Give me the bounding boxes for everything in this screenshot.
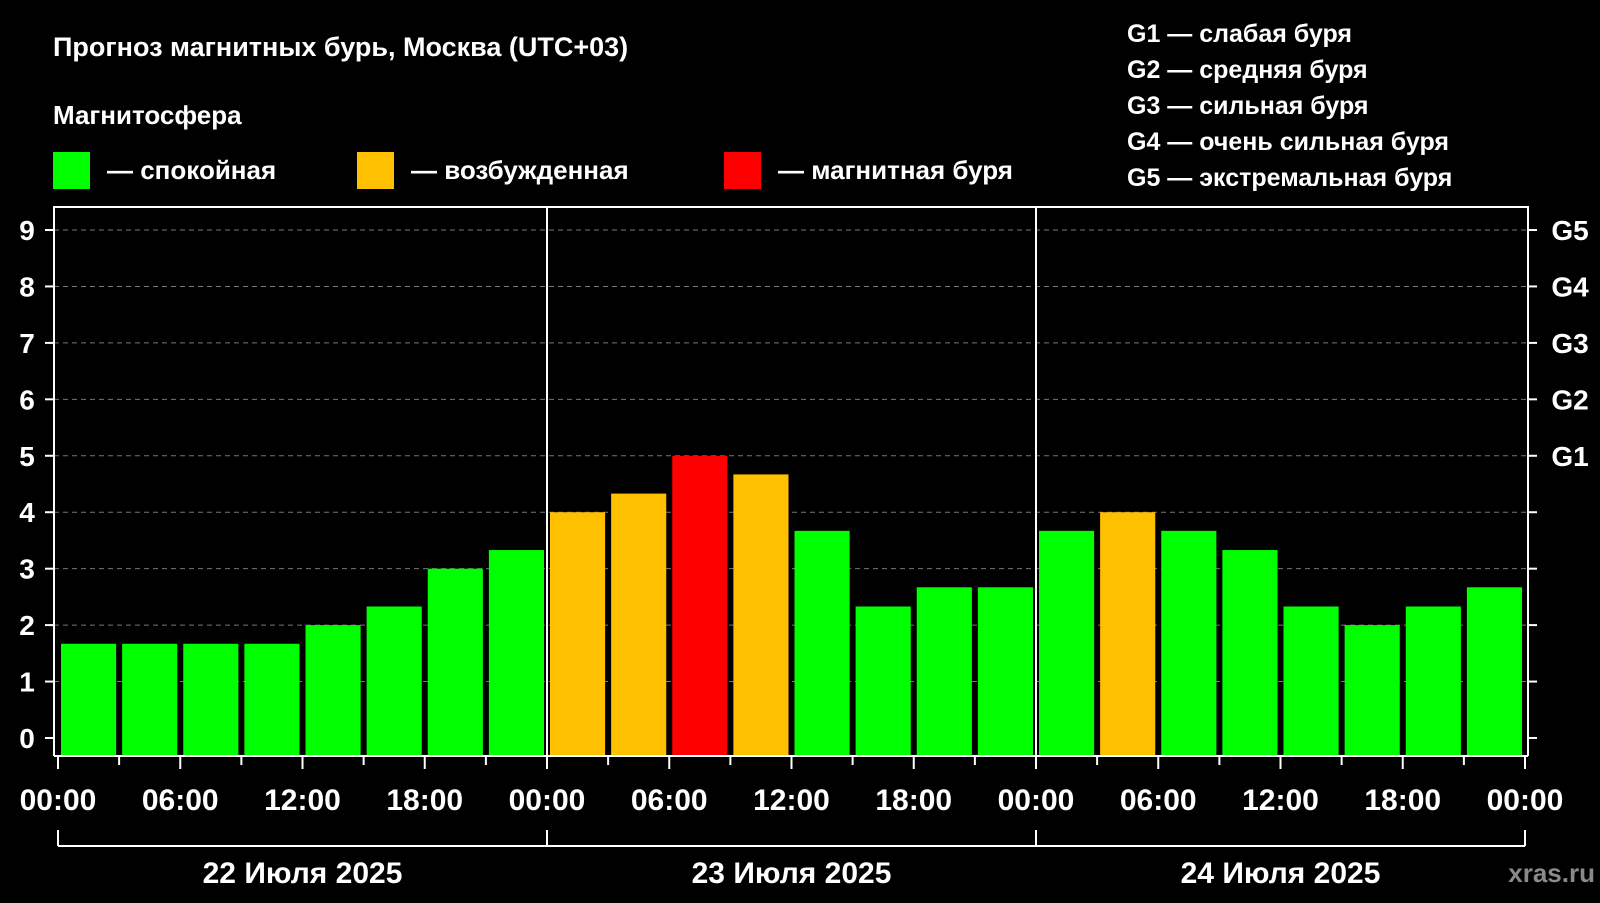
g-legend-item: G1 — слабая буря bbox=[1127, 20, 1352, 48]
g-legend-item: G3 — сильная буря bbox=[1127, 92, 1369, 120]
bar bbox=[611, 493, 667, 756]
bar bbox=[1039, 530, 1095, 756]
y-tick-label: 4 bbox=[19, 497, 35, 528]
day-label: 23 Июля 2025 bbox=[692, 857, 892, 890]
bar bbox=[550, 512, 606, 756]
y-tick-label: 9 bbox=[19, 215, 35, 246]
g-legend-item: G4 — очень сильная буря bbox=[1127, 128, 1449, 156]
bar bbox=[305, 625, 361, 756]
bar bbox=[855, 606, 911, 756]
x-tick-label: 00:00 bbox=[1487, 784, 1564, 817]
g-tick-label: G5 bbox=[1551, 215, 1588, 246]
y-tick-label: 1 bbox=[19, 667, 35, 698]
g-legend-item: G5 — экстремальная буря bbox=[1127, 164, 1452, 192]
bar bbox=[1100, 512, 1156, 756]
bar bbox=[977, 587, 1033, 756]
bar bbox=[1161, 530, 1217, 756]
y-tick-label: 6 bbox=[19, 384, 35, 415]
legend-label: — спокойная bbox=[107, 155, 276, 185]
g-scale-legend: G1 — слабая буря G2 — средняя буря G3 — си… bbox=[1127, 20, 1452, 192]
x-tick-label: 12:00 bbox=[1242, 784, 1319, 817]
chart-title: Прогноз магнитных бурь, Москва (UTC+03) bbox=[53, 32, 628, 62]
watermark: xras.ru bbox=[1508, 858, 1595, 888]
legend-label: — магнитная буря bbox=[778, 155, 1013, 185]
bar bbox=[733, 474, 789, 756]
x-tick-label: 06:00 bbox=[631, 784, 708, 817]
bar bbox=[122, 643, 178, 756]
x-tick-label: 12:00 bbox=[264, 784, 341, 817]
bar bbox=[427, 568, 483, 756]
g-tick-label: G1 bbox=[1551, 441, 1588, 472]
x-tick-label: 18:00 bbox=[1364, 784, 1441, 817]
x-tick-label: 18:00 bbox=[386, 784, 463, 817]
x-tick-label: 00:00 bbox=[20, 784, 97, 817]
x-tick-label: 06:00 bbox=[1120, 784, 1197, 817]
g-tick-label: G4 bbox=[1551, 271, 1589, 302]
y-tick-label: 0 bbox=[19, 723, 35, 754]
x-tick-label: 18:00 bbox=[875, 784, 952, 817]
bar bbox=[366, 606, 422, 756]
day-label: 22 Июля 2025 bbox=[203, 857, 403, 890]
bar bbox=[1283, 606, 1339, 756]
legend: — спокойная — возбужденная — магнитная бур… bbox=[53, 152, 1013, 189]
legend-swatch bbox=[53, 152, 90, 189]
legend-swatch bbox=[357, 152, 394, 189]
legend-heading: Магнитосфера bbox=[53, 100, 242, 130]
bar bbox=[916, 587, 972, 756]
bar bbox=[1222, 550, 1278, 756]
x-tick-label: 06:00 bbox=[142, 784, 219, 817]
x-tick-label: 12:00 bbox=[753, 784, 830, 817]
plot-frame bbox=[53, 206, 1529, 756]
g-tick-label: G3 bbox=[1551, 328, 1588, 359]
g-legend-item: G2 — средняя буря bbox=[1127, 56, 1368, 84]
y-tick-label: 7 bbox=[19, 328, 35, 359]
x-tick-label: 00:00 bbox=[509, 784, 586, 817]
bar bbox=[1405, 606, 1461, 756]
y-tick-label: 5 bbox=[19, 441, 35, 472]
plot-area: 0 1 2 3 4 5 6 7 8 9 G1 G2 G3 G4 G5 00:00 06:00 12:00 18:00… bbox=[19, 206, 1589, 890]
bar bbox=[672, 455, 728, 756]
y-tick-label: 3 bbox=[19, 554, 35, 585]
bar bbox=[794, 530, 850, 756]
bar bbox=[244, 643, 300, 756]
day-label: 24 Июля 2025 bbox=[1181, 857, 1381, 890]
legend-swatch bbox=[724, 152, 761, 189]
y-tick-label: 2 bbox=[19, 610, 35, 641]
legend-label: — возбужденная bbox=[411, 155, 629, 185]
bar bbox=[488, 550, 544, 756]
x-tick-label: 00:00 bbox=[998, 784, 1075, 817]
bar bbox=[183, 643, 239, 756]
g-tick-label: G2 bbox=[1551, 384, 1588, 415]
bar bbox=[61, 643, 117, 756]
y-tick-label: 8 bbox=[19, 271, 35, 302]
bar bbox=[1466, 587, 1522, 756]
bar bbox=[1344, 625, 1400, 756]
